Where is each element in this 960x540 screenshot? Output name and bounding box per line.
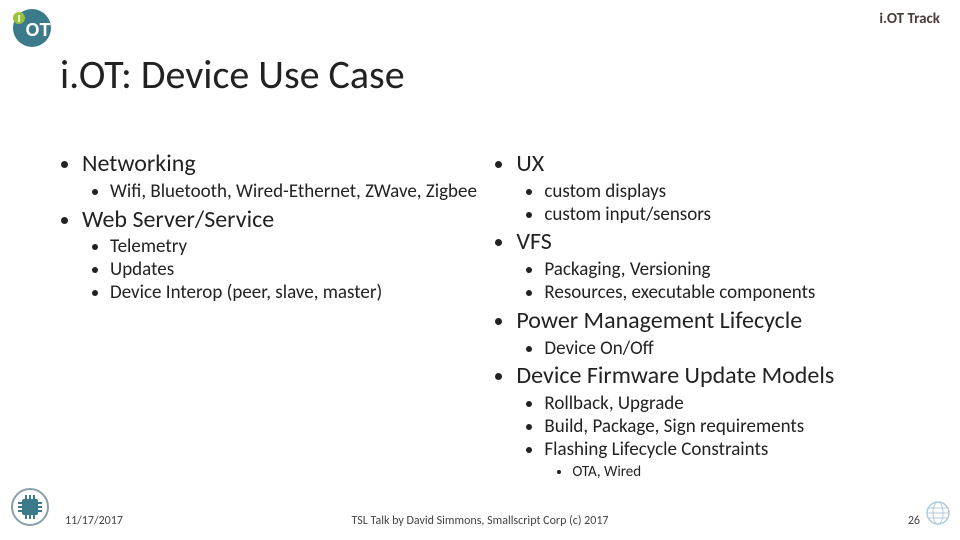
item-label: Power Management Lifecycle xyxy=(516,306,802,335)
content-columns: Networking Wifi, Bluetooth, Wired-Ethern… xyxy=(60,150,940,483)
slide-title: i.OT: Device Use Case xyxy=(60,50,405,99)
svg-text:OT: OT xyxy=(26,20,51,40)
sub-item: Wifi, Bluetooth, Wired-Ethernet, ZWave, … xyxy=(110,181,484,204)
sub-item: Telemetry xyxy=(110,236,484,259)
sub2-item: OTA, Wired xyxy=(572,463,940,481)
list-item: Device Firmware Update Models Rollback, … xyxy=(516,362,940,480)
item-label: Device Firmware Update Models xyxy=(516,361,834,390)
sub-item: Device Interop (peer, slave, master) xyxy=(110,282,484,305)
sub-item: custom input/sensors xyxy=(544,204,940,227)
svg-text:I: I xyxy=(18,14,21,25)
list-item: Power Management Lifecycle Device On/Off xyxy=(516,307,940,361)
sub-item: Updates xyxy=(110,259,484,282)
chip-icon xyxy=(10,487,50,532)
sub-item: Build, Package, Sign requirements xyxy=(544,416,940,439)
sub-item: Device On/Off xyxy=(544,338,940,361)
footer-date: 11/17/2017 xyxy=(65,514,123,528)
track-label: i.OT Track xyxy=(879,10,940,28)
list-item: Web Server/Service Telemetry Updates Dev… xyxy=(82,206,484,305)
footer-page-number: 26 xyxy=(908,514,920,528)
right-column: UX custom displays custom input/sensors … xyxy=(494,150,940,483)
list-item: VFS Packaging, Versioning Resources, exe… xyxy=(516,228,940,304)
item-label: Networking xyxy=(82,149,196,178)
sub-item: custom displays xyxy=(544,181,940,204)
sub-item: Rollback, Upgrade xyxy=(544,393,940,416)
item-label: VFS xyxy=(516,227,551,256)
globe-icon xyxy=(924,499,952,532)
list-item: UX custom displays custom input/sensors xyxy=(516,150,940,226)
item-label: Web Server/Service xyxy=(82,205,274,234)
item-label: UX xyxy=(516,149,544,178)
iot-logo: I OT xyxy=(12,8,64,48)
list-item: Networking Wifi, Bluetooth, Wired-Ethern… xyxy=(82,150,484,204)
slide: I OT i.OT Track i.OT: Device Use Case Ne… xyxy=(0,0,960,540)
sub-item: Flashing Lifecycle Constraints xyxy=(544,439,940,462)
left-column: Networking Wifi, Bluetooth, Wired-Ethern… xyxy=(60,150,484,483)
sub-item: Resources, executable components xyxy=(544,282,940,305)
footer-text: TSL Talk by David Simmons, Smallscript C… xyxy=(352,514,609,528)
sub-item: Packaging, Versioning xyxy=(544,259,940,282)
